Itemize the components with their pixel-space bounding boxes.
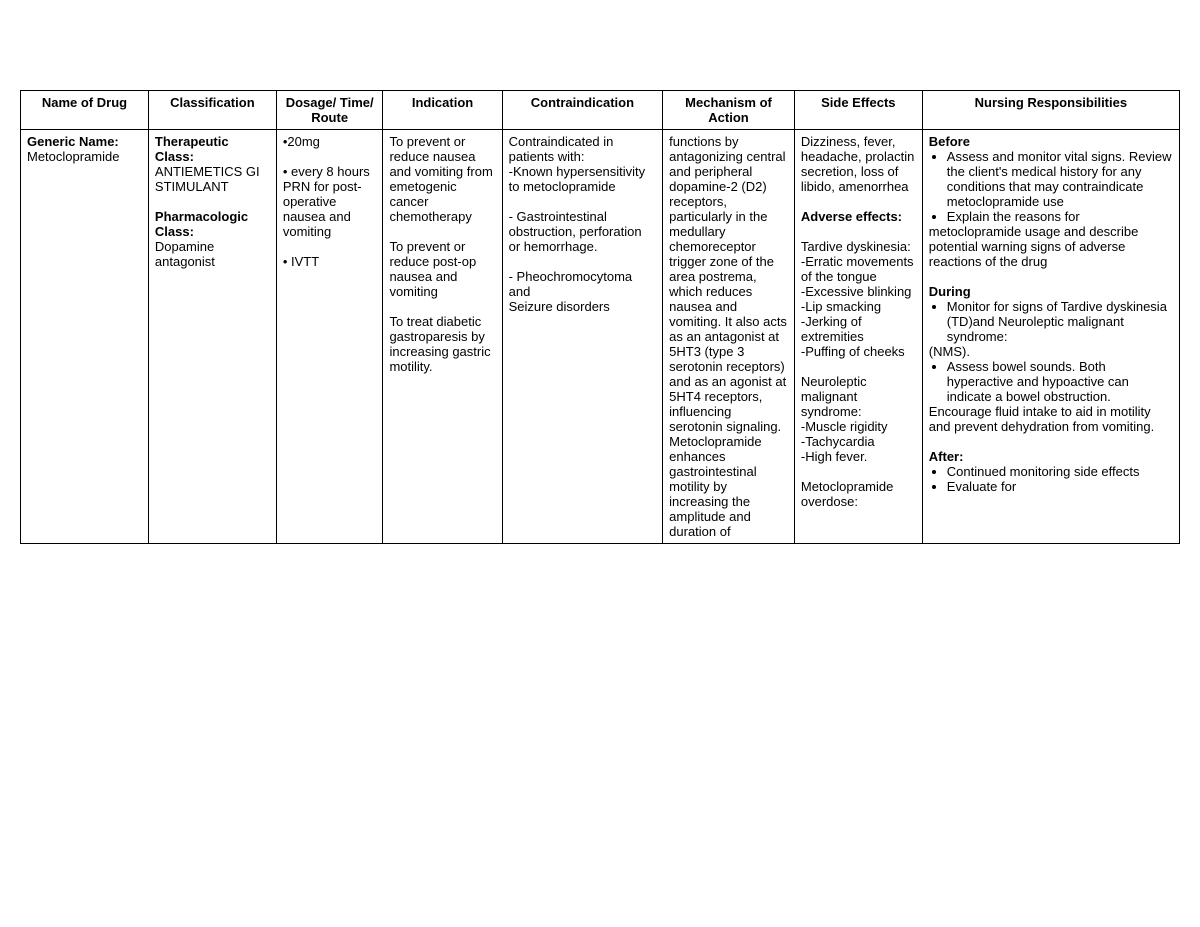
- during-item-1: Monitor for signs of Tardive dyskinesia …: [947, 299, 1173, 344]
- td-4: -Jerking of extremities: [801, 314, 864, 344]
- table-row: Generic Name: Metoclopramide Therapeutic…: [21, 130, 1180, 544]
- indication-3: To treat diabetic gastroparesis by incre…: [389, 314, 490, 374]
- contra-intro: Contraindicated in patients with:: [509, 134, 614, 164]
- during-item-2: Assess bowel sounds. Both hyperactive an…: [947, 359, 1173, 404]
- therapeutic-class-label: Therapeutic Class:: [155, 134, 229, 164]
- contra-3: - Pheochromocytoma and: [509, 269, 633, 299]
- cell-classification: Therapeutic Class: ANTIEMETICS GI STIMUL…: [148, 130, 276, 544]
- after-list: Continued monitoring side effects Evalua…: [947, 464, 1173, 494]
- after-label: After:: [929, 449, 964, 464]
- before-list: Assess and monitor vital signs. Review t…: [947, 149, 1173, 224]
- nms-2: -Tachycardia: [801, 434, 875, 449]
- pharmacologic-class-value: Dopamine antagonist: [155, 239, 215, 269]
- header-classification: Classification: [148, 91, 276, 130]
- cell-contraindication: Contraindicated in patients with: -Known…: [502, 130, 663, 544]
- before-label: Before: [929, 134, 970, 149]
- during-list-1: Monitor for signs of Tardive dyskinesia …: [947, 299, 1173, 344]
- cell-side-effects: Dizziness, fever, headache, prolactin se…: [794, 130, 922, 544]
- header-indication: Indication: [383, 91, 502, 130]
- before-item-1: Assess and monitor vital signs. Review t…: [947, 149, 1173, 209]
- after-item-2: Evaluate for: [947, 479, 1173, 494]
- contra-1: -Known hypersensitivity to metoclopramid…: [509, 164, 646, 194]
- adverse-effects-label: Adverse effects:: [801, 209, 902, 224]
- before-continuation: metoclopramide usage and describe potent…: [929, 224, 1139, 269]
- td-1: -Erratic movements of the tongue: [801, 254, 914, 284]
- during-label: During: [929, 284, 971, 299]
- during-list-2: Assess bowel sounds. Both hyperactive an…: [947, 359, 1173, 404]
- dosage-line-3: • IVTT: [283, 254, 319, 269]
- header-nursing: Nursing Responsibilities: [922, 91, 1179, 130]
- td-2: -Excessive blinking: [801, 284, 912, 299]
- header-moa: Mechanism of Action: [663, 91, 795, 130]
- during-continuation-2: Encourage fluid intake to aid in motilit…: [929, 404, 1154, 434]
- drug-info-table: Name of Drug Classification Dosage/ Time…: [20, 90, 1180, 544]
- cell-name: Generic Name: Metoclopramide: [21, 130, 149, 544]
- header-dosage: Dosage/ Time/ Route: [276, 91, 383, 130]
- side-common: Dizziness, fever, headache, prolactin se…: [801, 134, 914, 194]
- indication-2: To prevent or reduce post-op nausea and …: [389, 239, 476, 299]
- dosage-line-2: • every 8 hours PRN for post-operative n…: [283, 164, 370, 239]
- contra-2: - Gastrointestinal obstruction, perforat…: [509, 209, 642, 254]
- header-side-effects: Side Effects: [794, 91, 922, 130]
- nms-1: -Muscle rigidity: [801, 419, 888, 434]
- therapeutic-class-value: ANTIEMETICS GI STIMULANT: [155, 164, 260, 194]
- td-3: -Lip smacking: [801, 299, 881, 314]
- generic-name-value: Metoclopramide: [27, 149, 120, 164]
- during-continuation-1: (NMS).: [929, 344, 970, 359]
- indication-1: To prevent or reduce nausea and vomiting…: [389, 134, 492, 224]
- contra-4: Seizure disorders: [509, 299, 610, 314]
- header-contraindication: Contraindication: [502, 91, 663, 130]
- pharmacologic-class-label: Pharmacologic Class:: [155, 209, 248, 239]
- cell-nursing: Before Assess and monitor vital signs. R…: [922, 130, 1179, 544]
- before-item-2: Explain the reasons for: [947, 209, 1173, 224]
- header-name: Name of Drug: [21, 91, 149, 130]
- table-header-row: Name of Drug Classification Dosage/ Time…: [21, 91, 1180, 130]
- nms-label: Neuroleptic malignant syndrome:: [801, 374, 867, 419]
- td-5: -Puffing of cheeks: [801, 344, 905, 359]
- cell-moa: functions by antagonizing central and pe…: [663, 130, 795, 544]
- nms-3: -High fever.: [801, 449, 867, 464]
- dosage-line-1: •20mg: [283, 134, 320, 149]
- moa-text: functions by antagonizing central and pe…: [669, 134, 787, 539]
- generic-name-label: Generic Name:: [27, 134, 119, 149]
- tardive-dyskinesia-label: Tardive dyskinesia:: [801, 239, 911, 254]
- overdose-label: Metoclopramide overdose:: [801, 479, 894, 509]
- after-item-1: Continued monitoring side effects: [947, 464, 1173, 479]
- cell-indication: To prevent or reduce nausea and vomiting…: [383, 130, 502, 544]
- cell-dosage: •20mg • every 8 hours PRN for post-opera…: [276, 130, 383, 544]
